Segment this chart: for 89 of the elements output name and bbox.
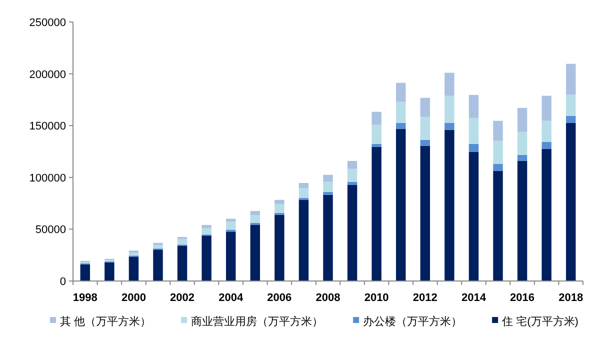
y-tick-label: 250000: [29, 17, 66, 29]
bar: [542, 142, 552, 149]
bar: [420, 146, 430, 281]
bar: [323, 182, 333, 192]
bar: [323, 194, 333, 281]
bar: [153, 250, 163, 281]
bar: [347, 160, 358, 169]
bar: [517, 132, 528, 155]
bar: [444, 122, 454, 130]
bar: [250, 210, 260, 216]
bar: [372, 112, 382, 125]
y-tick-label: 150000: [29, 120, 66, 133]
bar: [566, 64, 576, 95]
bar: [177, 246, 188, 281]
x-tick-label: 2000: [121, 292, 146, 304]
bar: [493, 120, 503, 141]
bar: [202, 224, 212, 228]
bar: [250, 224, 260, 281]
bar: [444, 130, 454, 281]
bar: [468, 94, 479, 118]
bar: [420, 116, 430, 140]
bar: [372, 146, 382, 281]
bar: [128, 252, 139, 256]
bar: [517, 154, 528, 161]
bar: [298, 200, 309, 281]
bar: [566, 122, 576, 281]
y-tick-label: 100000: [29, 172, 66, 184]
bar: [202, 236, 212, 281]
y-tick-label: 50000: [35, 224, 66, 236]
bar: [396, 82, 406, 102]
legend-label: 住 宅(万平方米): [502, 315, 578, 328]
bar: [153, 245, 163, 249]
bar: [323, 192, 333, 195]
bar: [542, 148, 552, 281]
bar: [517, 160, 528, 281]
legend-label: 商业营业用房（万平方米）: [191, 315, 324, 328]
x-tick-label: 2012: [412, 292, 438, 304]
bar: [566, 94, 576, 116]
legend-label: 办公楼（万平方米）: [363, 315, 462, 328]
x-tick-label: 2018: [558, 292, 584, 304]
bar: [250, 215, 260, 223]
bar: [517, 108, 528, 132]
bar: [444, 72, 454, 96]
x-tick-label: 2004: [218, 292, 244, 304]
bar: [493, 164, 503, 171]
bar: [104, 262, 114, 281]
bar: [396, 128, 406, 281]
bar: [372, 124, 382, 144]
x-tick-label: 1998: [72, 292, 98, 304]
bar: [468, 118, 479, 144]
bar: [274, 200, 284, 204]
x-tick-label: 2002: [170, 292, 195, 304]
bar: [347, 184, 358, 281]
bar: [202, 228, 212, 235]
bar: [177, 238, 188, 245]
bar: [493, 170, 503, 281]
y-tick-label: 200000: [29, 68, 66, 81]
bar: [468, 152, 479, 281]
bar: [396, 102, 406, 123]
y-tick-label: 0: [60, 276, 66, 288]
bar: [298, 188, 309, 198]
bar: [153, 242, 163, 246]
bar: [420, 98, 430, 117]
bar: [323, 174, 333, 182]
bar: [420, 140, 430, 146]
bar: [493, 140, 503, 164]
legend-label: 其 他（万平方米）: [60, 315, 152, 328]
bar: [80, 264, 90, 281]
bar: [542, 120, 552, 142]
bar: [444, 96, 454, 123]
bar: [274, 204, 284, 213]
bar: [347, 182, 358, 185]
bar: [226, 222, 236, 230]
bar: [298, 182, 309, 188]
bar: [396, 122, 406, 129]
x-tick-label: 2008: [316, 292, 340, 304]
bar: [347, 168, 358, 182]
bar: [274, 214, 284, 281]
x-tick-label: 2014: [461, 292, 487, 304]
bar: [468, 144, 479, 152]
x-tick-label: 2006: [267, 292, 292, 304]
bar: [226, 218, 236, 222]
bar: [372, 144, 382, 147]
x-tick-label: 2010: [364, 292, 389, 304]
bar: [542, 96, 552, 121]
bar: [128, 256, 139, 281]
bar: [566, 116, 576, 123]
x-tick-label: 2016: [510, 292, 535, 304]
bar: [226, 232, 236, 281]
